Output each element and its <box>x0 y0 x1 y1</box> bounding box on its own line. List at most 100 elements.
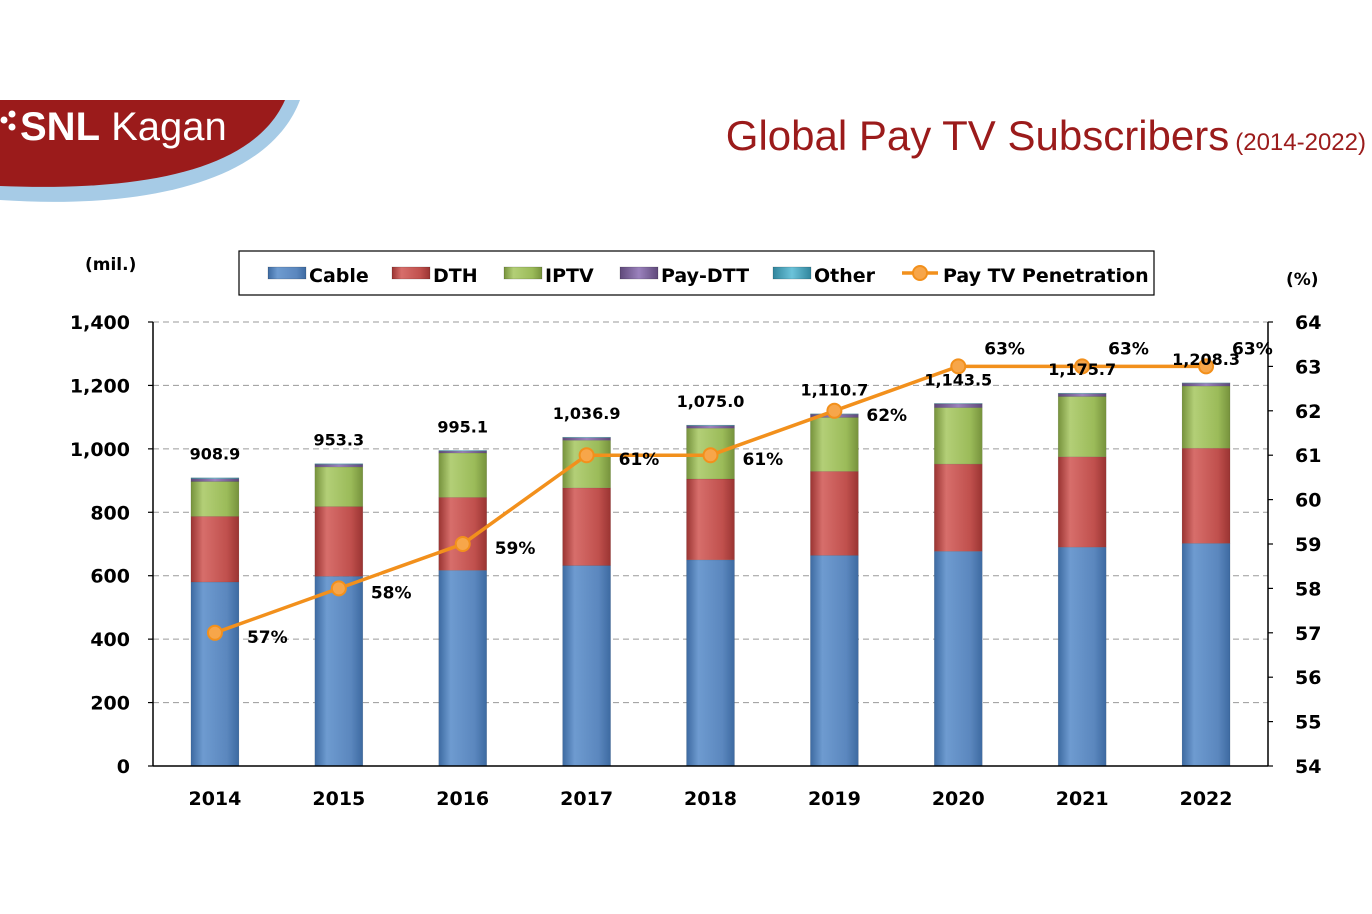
title-main: Global Pay TV Subscribers <box>725 112 1230 159</box>
x-tick: 2014 <box>188 788 241 810</box>
bar-paydtt <box>934 403 983 408</box>
bar-dth <box>1057 456 1107 548</box>
legend-swatch-paydtt <box>619 266 659 280</box>
bar-total-label: 1,036.9 <box>553 404 621 423</box>
bar-iptv <box>934 407 983 465</box>
tick-labels: 0 200 400 600 800 1,000 1,200 1,400 54 55 56 57 58 59… <box>70 312 1322 810</box>
x-tick: 2021 <box>1056 788 1109 810</box>
y-right-tick: 59 <box>1295 534 1321 556</box>
bar-iptv <box>810 417 859 472</box>
bar-iptv <box>1181 385 1231 449</box>
penetration-point <box>330 580 347 597</box>
x-tick: 2022 <box>1180 788 1233 810</box>
bar-iptv <box>1057 396 1107 458</box>
x-tick: 2017 <box>560 788 613 810</box>
penetration-line <box>206 358 1215 641</box>
bar-total-label: 1,208.3 <box>1172 350 1240 369</box>
logo-kagan: Kagan <box>111 105 227 149</box>
y-right-tick: 62 <box>1295 401 1321 423</box>
bar-cable <box>438 570 487 767</box>
legend-swatch-other <box>772 266 812 280</box>
data-labels: 908.9 953.3 995.1 1,036.9 1,075.0 1,110.7 1,14… <box>190 339 1273 647</box>
penetration-label: 57% <box>247 628 288 648</box>
bar-cable <box>934 551 983 767</box>
axes <box>148 321 1273 767</box>
bar-dth <box>686 478 735 561</box>
y-left-tick: 600 <box>90 566 130 588</box>
bar-cable <box>686 559 735 767</box>
bar-total-label: 1,175.7 <box>1048 360 1116 379</box>
penetration-label: 58% <box>371 583 412 603</box>
bar-cable <box>810 555 859 767</box>
bar-other <box>314 463 364 465</box>
penetration-label: 63% <box>984 339 1025 359</box>
bar-paydtt <box>686 425 735 429</box>
x-tick: 2020 <box>932 788 985 810</box>
bar-cable <box>1181 543 1231 767</box>
penetration-point <box>1198 358 1215 375</box>
legend-label: DTH <box>433 265 478 287</box>
bar-total-label: 1,110.7 <box>800 381 868 400</box>
bar-total-label: 908.9 <box>190 445 241 464</box>
bar-other <box>1057 392 1107 394</box>
bar-other <box>438 450 487 452</box>
legend-label: Pay TV Penetration <box>943 265 1149 287</box>
bar-total-label: 995.1 <box>437 417 488 436</box>
penetration-label: 59% <box>495 539 536 559</box>
bar-cable <box>314 576 364 767</box>
penetration-point <box>1074 358 1091 375</box>
y-left-tick: 1,000 <box>70 439 130 461</box>
y-right-tick: 57 <box>1295 623 1321 645</box>
bars <box>190 382 1231 767</box>
y-left-tick: 400 <box>90 629 130 651</box>
legend-swatch-cable <box>267 266 307 280</box>
y-left-tick: 1,200 <box>70 375 130 397</box>
legend-label: Pay-DTT <box>661 265 749 287</box>
snl-kagan-logo: SNL Kagan <box>0 100 300 202</box>
penetration-label: 63% <box>1232 339 1273 359</box>
bar-other <box>190 477 240 479</box>
x-tick: 2016 <box>436 788 489 810</box>
y-right-tick: 63 <box>1295 356 1321 378</box>
penetration-point <box>950 358 967 375</box>
bar-dth <box>562 487 611 566</box>
penetration-label: 62% <box>866 406 907 426</box>
bar-iptv <box>438 452 487 498</box>
x-tick: 2015 <box>312 788 365 810</box>
legend: Cable DTH IPTV Pay-DTT Other Pay TV Penetrati… <box>238 250 1155 296</box>
logo-snl: SNL <box>20 105 100 149</box>
bar-paydtt <box>190 478 240 482</box>
bar-dth <box>810 471 859 556</box>
penetration-point <box>702 447 719 464</box>
legend-label: Other <box>814 265 876 287</box>
penetration-point <box>206 624 223 641</box>
y-right-tick: 60 <box>1295 490 1321 512</box>
bar-total-label: 953.3 <box>314 431 365 450</box>
bar-cable <box>1057 546 1107 767</box>
y-left-tick: 800 <box>90 502 130 524</box>
legend-swatch-iptv <box>503 266 543 280</box>
x-tick: 2019 <box>808 788 861 810</box>
penetration-point <box>454 536 471 552</box>
penetration-label: 61% <box>619 450 660 470</box>
y-right-unit: (%) <box>1286 270 1319 290</box>
bar-total-label: 1,075.0 <box>677 392 745 411</box>
x-tick: 2018 <box>684 788 737 810</box>
bar-paydtt <box>314 464 364 468</box>
y-left-tick: 1,400 <box>70 312 130 334</box>
title-sub: (2014-2022) <box>1235 129 1366 156</box>
penetration-point <box>578 447 595 464</box>
svg-text:SNL Kagan: SNL Kagan <box>20 105 227 149</box>
bar-paydtt <box>438 450 487 454</box>
bar-cable <box>562 565 611 767</box>
legend-label: IPTV <box>545 265 594 287</box>
bar-paydtt <box>1057 393 1107 397</box>
bar-dth <box>934 463 983 552</box>
legend-swatch-penetration-dot <box>912 265 928 281</box>
penetration-label: 63% <box>1108 339 1149 359</box>
bar-dth <box>314 506 364 577</box>
y-right-tick: 58 <box>1295 578 1321 600</box>
bar-cable <box>190 581 240 767</box>
bar-other <box>562 436 611 439</box>
